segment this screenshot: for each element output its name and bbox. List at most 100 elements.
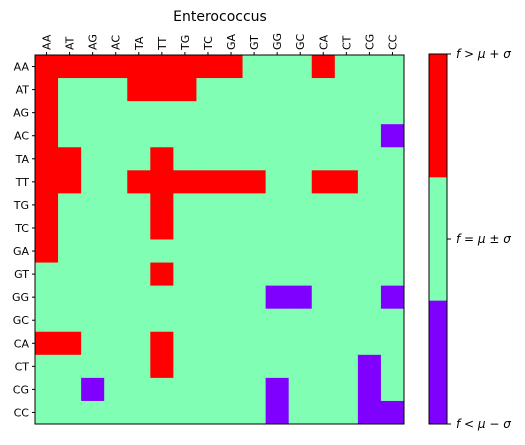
heatmap-cell-GC-GT — [242, 308, 267, 333]
heatmap-cell-TG-CC — [380, 193, 405, 217]
heatmap-cell-GG-CG — [357, 285, 382, 310]
y-tick-label: CA — [14, 337, 30, 350]
heatmap-cell-AT-CA — [311, 78, 336, 102]
x-tick-label: GG — [271, 33, 284, 50]
heatmap-cell-CA-TC — [196, 331, 220, 356]
heatmap-cell-AT-TG — [173, 78, 197, 102]
heatmap-cell-AG-CA — [311, 101, 336, 125]
heatmap-cell-TT-CT — [334, 170, 359, 194]
heatmap-cell-CT-AT — [58, 354, 82, 379]
heatmap-cell-AA-AA — [35, 55, 59, 79]
heatmap-cell-GG-TG — [173, 285, 197, 310]
heatmap-cell-CC-AC — [104, 400, 128, 425]
heatmap-cell-AC-GC — [288, 124, 313, 148]
heatmap-cell-AT-CG — [357, 78, 382, 102]
heatmap-cell-GC-TA — [127, 308, 151, 333]
heatmap-cell-CC-CC — [380, 400, 405, 425]
heatmap-cell-TC-AC — [104, 216, 128, 240]
heatmap-cell-TA-GC — [288, 147, 313, 171]
heatmap-cell-CC-TG — [173, 400, 197, 425]
heatmap-cell-AA-GA — [219, 55, 243, 79]
heatmap-cell-GA-GT — [242, 239, 267, 263]
heatmap-cell-TC-CC — [380, 216, 405, 240]
heatmap-cell-TC-CG — [357, 216, 382, 240]
heatmap-cell-AG-CT — [334, 101, 359, 125]
heatmap-cell-TC-TT — [150, 216, 174, 240]
heatmap-cell-CA-TA — [127, 331, 151, 356]
x-tick-label: TC — [202, 36, 215, 51]
y-tick-label: AC — [14, 130, 29, 143]
x-tick-label: AC — [110, 35, 123, 50]
heatmap-cell-GA-CG — [357, 239, 382, 263]
heatmap-cell-TC-AT — [58, 216, 82, 240]
heatmap-cell-CT-GA — [219, 354, 243, 379]
heatmap-cell-AC-TC — [196, 124, 220, 148]
heatmap-cells — [35, 55, 405, 425]
heatmap-cell-CT-AA — [35, 354, 59, 379]
heatmap-cell-TG-TA — [127, 193, 151, 217]
heatmap-cell-TA-CC — [380, 147, 405, 171]
heatmap-cell-GT-GT — [242, 262, 267, 287]
heatmap-cell-CG-GG — [265, 377, 290, 402]
heatmap-cell-TG-TT — [150, 193, 174, 217]
heatmap-cell-TA-CT — [334, 147, 359, 171]
heatmap-cell-TC-GG — [265, 216, 290, 240]
heatmap-cell-GA-AA — [35, 239, 59, 263]
heatmap-cell-CT-AC — [104, 354, 128, 379]
plot-frame — [34, 54, 405, 425]
heatmap-cell-GC-GC — [288, 308, 313, 333]
heatmap-cell-AG-GT — [242, 101, 267, 125]
colorbar: f > μ + σ f = μ ± σ f < μ − σ — [428, 47, 511, 431]
heatmap-cell-AA-CC — [380, 55, 405, 79]
heatmap-cell-TC-TC — [196, 216, 220, 240]
heatmap-cell-GT-TA — [127, 262, 151, 287]
chart-title: Enterococcus — [173, 9, 267, 25]
heatmap-cell-AT-CC — [380, 78, 405, 102]
heatmap-cell-CT-TG — [173, 354, 197, 379]
heatmap-cell-CA-GC — [288, 331, 313, 356]
heatmap-cell-GG-GG — [265, 285, 290, 310]
heatmap-cell-TG-GA — [219, 193, 243, 217]
heatmap-cell-TA-GG — [265, 147, 290, 171]
x-tick-label: CG — [363, 34, 376, 50]
colorbar-band — [429, 177, 447, 302]
heatmap-cell-GG-TT — [150, 285, 174, 310]
y-tick-label: TA — [15, 153, 30, 166]
heatmap-cell-CA-GT — [242, 331, 267, 356]
heatmap-cell-TA-AA — [35, 147, 59, 171]
y-tick-label: GC — [13, 314, 30, 327]
heatmap-cell-AG-GC — [288, 101, 313, 125]
x-tick-label: AG — [87, 34, 100, 50]
heatmap-cell-TT-GG — [265, 170, 290, 194]
heatmap-cell-CA-GA — [219, 331, 243, 356]
heatmap-cell-CC-GA — [219, 400, 243, 425]
heatmap-cell-GA-AG — [81, 239, 105, 263]
x-tick-label: TA — [133, 36, 146, 51]
heatmap-cell-TA-AG — [81, 147, 105, 171]
heatmap-cell-CT-TT — [150, 354, 174, 379]
heatmap-cell-CG-CC — [380, 377, 405, 402]
heatmap-cell-TC-AG — [81, 216, 105, 240]
heatmap-cell-CT-TA — [127, 354, 151, 379]
heatmap-cell-GG-AA — [35, 285, 59, 310]
heatmap-cell-CC-CA — [311, 400, 336, 425]
heatmap-cell-GG-GA — [219, 285, 243, 310]
heatmap-cell-GA-CT — [334, 239, 359, 263]
heatmap-cell-AT-AC — [104, 78, 128, 102]
heatmap-cell-AG-AG — [81, 101, 105, 125]
heatmap-cell-GC-TG — [173, 308, 197, 333]
heatmap-cell-CT-TC — [196, 354, 220, 379]
heatmap-cell-CC-CG — [357, 400, 382, 425]
heatmap-cell-TA-TT — [150, 147, 174, 171]
heatmap-cell-TG-AT — [58, 193, 82, 217]
y-tick-label: TG — [13, 199, 29, 212]
heatmap-cell-GA-TC — [196, 239, 220, 263]
heatmap-cell-CC-TA — [127, 400, 151, 425]
heatmap-cell-AA-CT — [334, 55, 359, 79]
heatmap-cell-TA-GT — [242, 147, 267, 171]
heatmap-cell-TA-CG — [357, 147, 382, 171]
heatmap-cell-AC-GA — [219, 124, 243, 148]
heatmap-cell-TA-TA — [127, 147, 151, 171]
heatmap-cell-AT-AT — [58, 78, 82, 102]
heatmap-cell-GT-CC — [380, 262, 405, 287]
